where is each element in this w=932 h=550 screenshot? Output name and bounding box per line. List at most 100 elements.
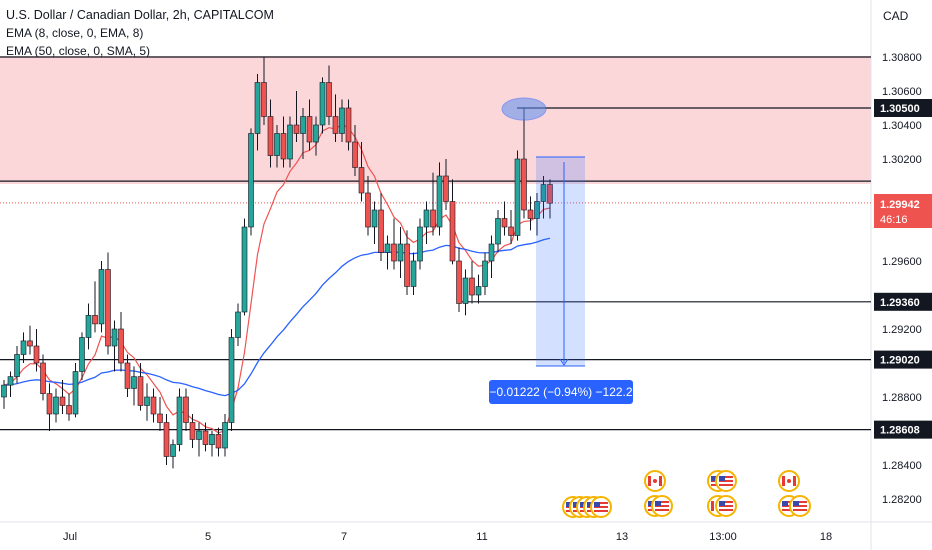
candle-body[interactable] [189,422,196,440]
candle-body[interactable] [449,201,456,262]
candle-body[interactable] [547,184,553,204]
candle-body[interactable] [508,226,514,236]
candle-body[interactable] [514,158,521,236]
candle-body[interactable] [345,107,352,143]
candle-body[interactable] [488,243,495,262]
candle-body[interactable] [27,340,33,347]
candle-body[interactable] [1,384,7,398]
candle-body[interactable] [495,218,501,245]
candle-body[interactable] [410,260,417,287]
us-flag-event-icon[interactable] [590,496,612,518]
us-flag-event-icon[interactable] [789,495,811,517]
candle-body[interactable] [215,434,222,449]
candle-body[interactable] [313,124,319,143]
highlight-ellipse[interactable] [501,97,547,121]
candle-body[interactable] [391,243,397,262]
candle-body[interactable] [358,167,365,194]
candle-body[interactable] [92,315,98,325]
candle-body[interactable] [482,260,488,287]
candle-body[interactable] [254,82,261,134]
candle-body[interactable] [111,328,118,347]
candle-body[interactable] [404,243,410,287]
candle-body[interactable] [293,124,300,134]
ca-flag-event-icon[interactable] [644,470,666,492]
candle-body[interactable] [235,311,241,338]
candle-body[interactable] [326,82,332,117]
candle-body[interactable] [105,269,111,347]
candle-body[interactable] [423,209,430,228]
candle-body[interactable] [196,430,202,440]
candle-body[interactable] [352,141,358,168]
candle-body[interactable] [365,192,371,228]
candle-body[interactable] [183,396,189,423]
candle-body[interactable] [53,396,59,415]
measure-box[interactable] [536,157,585,366]
candle-body[interactable] [33,345,40,364]
ema-8-legend[interactable]: EMA (8, close, 0, EMA, 8) [6,26,144,40]
candle-body[interactable] [280,133,287,160]
candle-body[interactable] [339,107,345,134]
candle-body[interactable] [72,371,79,415]
candle-body[interactable] [397,243,404,262]
candle-body[interactable] [378,209,384,253]
candle-body[interactable] [319,82,326,126]
candle-body[interactable] [521,158,527,211]
candle-body[interactable] [157,413,163,423]
candle-body[interactable] [306,116,313,143]
candle-body[interactable] [59,396,66,406]
candle-body[interactable] [241,226,248,313]
candle-body[interactable] [170,444,176,457]
ca-flag-event-icon[interactable] [778,470,800,492]
resistance-zone[interactable] [0,56,871,184]
candle-body[interactable] [222,422,228,449]
candle-body[interactable] [7,376,14,386]
candle-body[interactable] [300,116,306,134]
candle-body[interactable] [417,226,423,262]
candle-body[interactable] [501,218,508,228]
ema-50-legend[interactable]: EMA (50, close, 0, SMA, 5) [6,44,151,58]
candle-body[interactable] [98,269,105,325]
candle-body[interactable] [163,422,170,457]
candle-body[interactable] [137,376,144,406]
candle-body[interactable] [430,209,436,228]
candle-body[interactable] [443,175,449,202]
candle-body[interactable] [124,362,131,389]
candle-body[interactable] [287,124,293,160]
candle-body[interactable] [527,209,534,219]
candle-body[interactable] [202,430,209,445]
us-flag-event-icon[interactable] [651,495,673,517]
candle-body[interactable] [462,277,469,304]
candle-body[interactable] [384,243,391,253]
candle-body[interactable] [85,315,92,338]
candle-body[interactable] [469,277,475,296]
candle-body[interactable] [118,328,124,364]
candle-body[interactable] [144,396,150,406]
candle-body[interactable] [534,201,540,219]
candle-body[interactable] [14,354,20,377]
candle-body[interactable] [332,116,339,134]
candle-body[interactable] [209,434,215,445]
ema-8-line[interactable] [3,123,551,434]
candle-body[interactable] [150,396,157,415]
symbol-title[interactable]: U.S. Dollar / Canadian Dollar, 2h, CAPIT… [6,8,274,22]
candle-body[interactable] [20,340,27,355]
candle-body[interactable] [131,376,137,389]
candle-body[interactable] [46,393,53,415]
candle-body[interactable] [274,133,280,156]
candle-body[interactable] [40,362,46,394]
candle-body[interactable] [371,209,378,228]
candle-body[interactable] [228,337,235,423]
candle-body[interactable] [540,184,547,202]
candle-body[interactable] [66,405,72,415]
candle-body[interactable] [456,260,462,304]
candle-body[interactable] [176,396,183,445]
us-flag-event-icon[interactable] [715,470,737,492]
candle-body[interactable] [248,133,254,228]
candle-body[interactable] [436,175,443,228]
candle-body[interactable] [79,337,85,372]
us-flag-event-icon[interactable] [715,495,737,517]
candle-body[interactable] [475,286,482,296]
candle-body[interactable] [261,82,267,117]
candle-body[interactable] [267,116,274,156]
